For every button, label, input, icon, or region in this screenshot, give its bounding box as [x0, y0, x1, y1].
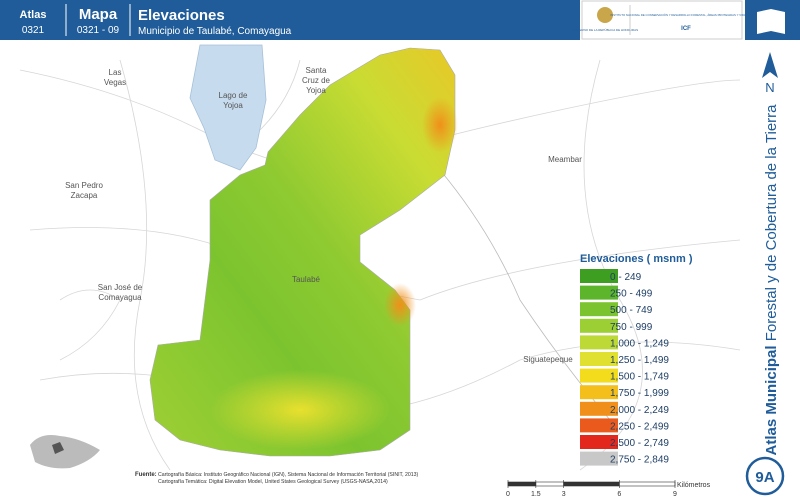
badge: [745, 456, 785, 496]
source: Cartografía Básica: Instituto Geográfico…: [158, 472, 419, 485]
scale-label: 9: [673, 491, 677, 498]
legend-swatch: [580, 418, 618, 433]
banner-rest: Forestal y de Cobertura de la Tierra: [763, 104, 780, 346]
municipality-relief: [149, 47, 456, 457]
scale-segment: [563, 481, 620, 487]
legend-title: Elevaciones ( msnm ): [580, 253, 693, 265]
source-line: Cartografía Temática: Digital Elevation …: [158, 479, 388, 485]
place-label: San Pedro: [65, 181, 103, 190]
place-label: Las: [109, 68, 122, 77]
scale-segment: [507, 481, 537, 487]
place-label: Cruz de: [302, 76, 331, 85]
legend-label: 750 - 999: [610, 322, 653, 333]
side-banner: Atlas Municipal Forestal y de Cobertura …: [763, 104, 780, 456]
book-icon: [757, 9, 785, 34]
legend-label: 1,750 - 1,999: [610, 388, 669, 399]
high-area: [422, 97, 458, 153]
scale-label: 0: [506, 491, 510, 498]
icf-text: ICF: [681, 26, 691, 32]
place-label: Meambar: [548, 155, 582, 164]
mapa-code: 0321 - 09: [77, 25, 120, 36]
place-label: Comayagua: [98, 293, 142, 302]
legend-swatch: [580, 401, 618, 416]
scale-segment: [535, 481, 564, 487]
place-label: San José de: [98, 283, 143, 292]
legend-swatch: [580, 352, 618, 366]
place-label: Yojoa: [306, 86, 326, 95]
banner-bold: Atlas Municipal: [763, 345, 780, 455]
source-label: Fuente:: [135, 472, 157, 478]
legend-label: 1,250 - 1,499: [610, 355, 669, 366]
emblem: [597, 7, 613, 23]
legend-label: 250 - 499: [610, 289, 653, 300]
legend-swatch: [580, 269, 618, 283]
subtitle: Municipio de Taulabé, Comayagua: [138, 26, 292, 37]
legend-swatch: [580, 385, 618, 400]
place-label: Lago de: [219, 91, 248, 100]
legend-swatch: [580, 318, 618, 333]
lake: [189, 44, 267, 171]
legend-label: 2,000 - 2,249: [610, 405, 669, 416]
institute-text: INSTITUTO NACIONAL DE CONSERVACIÓN Y DES…: [610, 12, 761, 17]
legend-label: 1,500 - 1,749: [610, 372, 669, 383]
place-label: Taulabé: [292, 275, 321, 284]
atlas-label: Atlas: [20, 9, 47, 21]
scale-label: 6: [617, 491, 621, 498]
legend-swatch: [580, 285, 618, 300]
legend: 0 - 249 250 - 499 500 - 749 750 - 999 1,000 …: [580, 269, 669, 466]
mapa-label: Mapa: [79, 6, 118, 23]
scale-label: 1.5: [531, 491, 541, 498]
place-label: Yojoa: [223, 101, 243, 110]
legend-label: 500 - 749: [610, 305, 653, 316]
scale-segment: [619, 481, 676, 487]
legend-swatch: [580, 435, 618, 449]
place-label: Zacapa: [71, 191, 98, 200]
legend-label: 2,500 - 2,749: [610, 438, 669, 449]
north-label: N: [765, 80, 774, 95]
legend-label: 2,250 - 2,499: [610, 421, 669, 432]
legend-swatch: [580, 368, 618, 383]
legend-label: 2,750 - 2,849: [610, 455, 669, 466]
locator-highlight: [52, 442, 64, 454]
scale-label: 3: [562, 491, 566, 498]
legend-swatch: [580, 335, 618, 350]
place-label: Vegas: [104, 78, 126, 87]
header-bar: [0, 0, 580, 40]
atlas-code: 0321: [22, 25, 45, 36]
north-arrow: [762, 52, 778, 78]
locator-map: [30, 435, 100, 469]
high-area: [384, 283, 416, 327]
government-text: GOBIERNO DE LA REPÚBLICA DE HONDURAS: [572, 27, 638, 32]
place-label: Santa: [306, 66, 327, 75]
legend-swatch: [580, 302, 618, 317]
legend-swatch: [580, 451, 618, 466]
high-area: [210, 370, 390, 450]
legend-label: 0 - 249: [610, 272, 642, 283]
scale-unit: Kilómetros: [677, 482, 711, 489]
place-label: Siguatepeque: [523, 355, 573, 364]
legend-label: 1,000 - 1,249: [610, 338, 669, 349]
source-line: Cartografía Básica: Instituto Geográfico…: [158, 472, 419, 478]
title: Elevaciones: [138, 7, 225, 24]
badge-label: 9A: [755, 469, 774, 486]
